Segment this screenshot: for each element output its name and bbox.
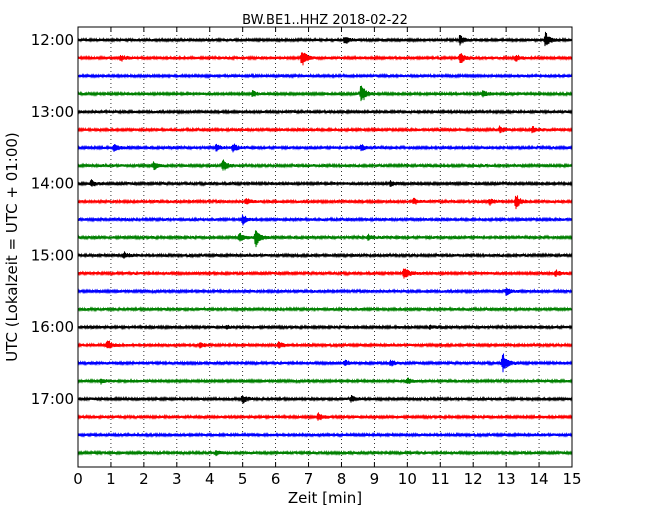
x-tick-label: 10 [398, 470, 417, 488]
x-tick-label: 6 [271, 470, 281, 488]
trace-1500 [77, 251, 573, 259]
trace-1615 [77, 340, 573, 349]
trace-1400 [77, 179, 573, 188]
trace-1630 [77, 353, 573, 373]
trace-1430 [77, 214, 573, 226]
trace-1545 [77, 306, 573, 313]
x-tick-label: 7 [304, 470, 314, 488]
trace-1315 [77, 125, 573, 134]
x-tick-label: 14 [530, 470, 549, 488]
trace-1245 [77, 85, 573, 102]
x-tick-label: 8 [337, 470, 347, 488]
trace-1515 [77, 268, 573, 279]
trace-1745 [77, 449, 573, 457]
x-tick-label: 13 [497, 470, 516, 488]
trace-1715 [77, 412, 573, 421]
trace-1345 [77, 159, 573, 171]
trace-1230 [77, 72, 573, 80]
trace-group [77, 31, 573, 457]
y-tick-label: 13:00 [31, 103, 74, 121]
trace-1330 [77, 143, 573, 153]
y-tick-label: 14:00 [31, 175, 74, 193]
x-tick-label: 9 [370, 470, 380, 488]
trace-1300 [77, 108, 573, 116]
y-tick-label: 17:00 [31, 390, 74, 408]
trace-1415 [77, 195, 573, 210]
chart-title: BW.BE1..HHZ 2018-02-22 [242, 13, 408, 28]
x-tick-label: 12 [464, 470, 483, 488]
trace-1600 [77, 323, 573, 331]
x-tick-label: 2 [139, 470, 149, 488]
x-axis-label: Zeit [min] [288, 489, 362, 507]
x-tick-label: 15 [562, 470, 581, 488]
vertical-grid [110, 27, 540, 467]
y-axis-label: UTC (Lokalzeit = UTC + 01:00) [3, 132, 21, 362]
x-tick-label: 5 [238, 470, 248, 488]
trace-1215 [77, 52, 573, 66]
trace-1530 [77, 288, 573, 296]
x-tick-label: 11 [431, 470, 450, 488]
trace-1445 [77, 230, 573, 248]
x-tick-label: 3 [172, 470, 182, 488]
y-tick-label: 15:00 [31, 246, 74, 264]
y-tick-label: 16:00 [31, 318, 74, 336]
trace-1200 [77, 31, 573, 47]
trace-1645 [77, 377, 573, 385]
trace-1730 [77, 431, 573, 439]
y-axis: 12:00 13:00 14:00 15:00 16:00 17:00 [31, 31, 572, 408]
x-tick-label: 0 [73, 470, 83, 488]
x-tick-label: 1 [106, 470, 116, 488]
trace-1700 [77, 395, 573, 404]
y-tick-label: 12:00 [31, 31, 74, 49]
x-axis: 0 1 2 3 4 5 6 7 8 9 10 11 12 13 14 15 [73, 27, 582, 488]
plot-frame [77, 26, 573, 468]
x-tick-label: 4 [205, 470, 215, 488]
